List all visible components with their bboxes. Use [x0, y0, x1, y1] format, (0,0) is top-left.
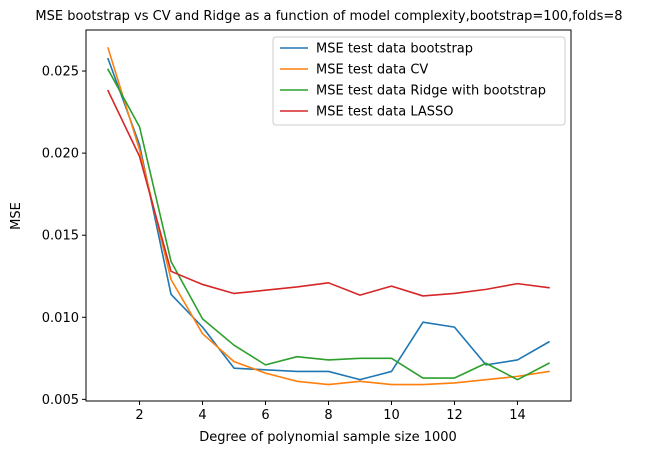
y-tick-label: 0.005	[42, 393, 79, 408]
x-axis: 2 4 6 8 10 12 14	[135, 401, 526, 423]
y-axis: 0.005 0.010 0.015 0.020 0.025	[42, 65, 86, 408]
x-tick-label: 10	[383, 408, 400, 423]
series-line-1	[107, 57, 551, 381]
x-tick-label: 4	[198, 408, 206, 423]
y-tick-label: 0.015	[42, 229, 79, 244]
y-tick-label: 0.025	[42, 65, 79, 80]
legend-label: MSE test data bootstrap	[316, 42, 473, 57]
legend-label: MSE test data Ridge with bootstrap	[316, 84, 546, 99]
x-tick-label: 2	[135, 408, 143, 423]
y-tick-label: 0.010	[42, 311, 79, 326]
legend-label: MSE test data LASSO	[316, 105, 454, 120]
series-line-4	[106, 89, 550, 297]
legend: MSE test data bootstrap MSE test data CV M…	[272, 36, 566, 126]
series-line-2	[107, 47, 550, 386]
y-tick-label: 0.020	[42, 147, 79, 162]
x-tick-label: 12	[446, 408, 463, 423]
x-axis-label: Degree of polynomial sample size 1000	[199, 430, 457, 445]
legend-label: MSE test data CV	[316, 63, 428, 78]
x-tick-label: 14	[509, 408, 526, 423]
x-tick-label: 8	[324, 408, 332, 423]
series-lines	[106, 47, 551, 386]
legend-box	[272, 36, 566, 126]
chart-title: MSE bootstrap vs CV and Ridge as a funct…	[35, 9, 622, 24]
x-tick-label: 6	[261, 408, 269, 423]
series-line-3	[106, 68, 551, 381]
y-axis-label: MSE	[9, 202, 24, 230]
